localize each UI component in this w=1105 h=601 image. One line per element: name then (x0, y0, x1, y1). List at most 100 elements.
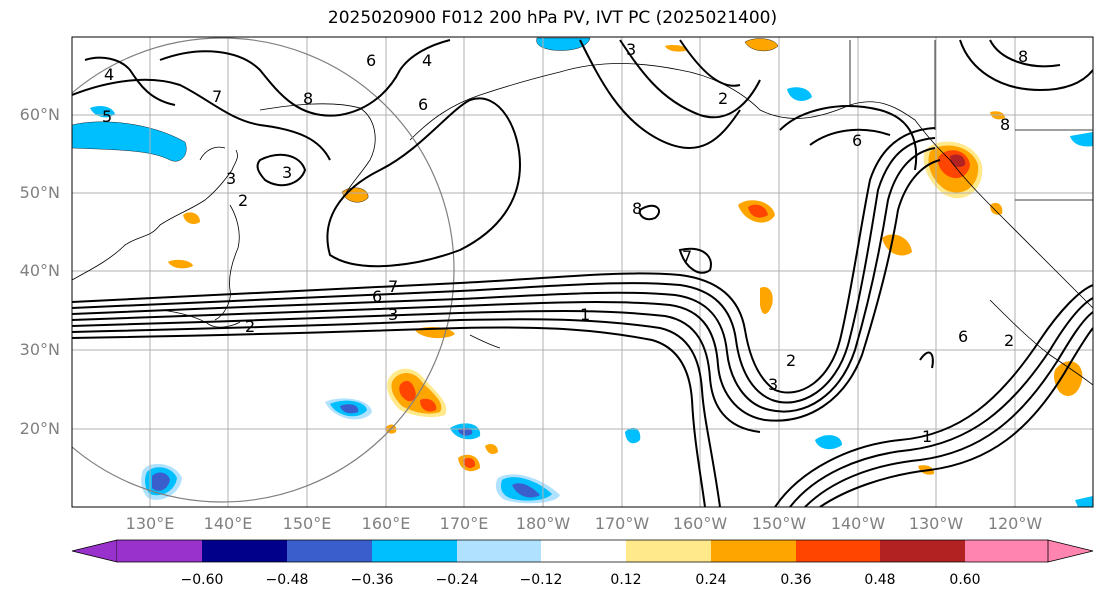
colorbar-swatch (117, 540, 202, 562)
colorbar-tick-label: −0.12 (519, 572, 563, 588)
contour-label: 7 (682, 247, 692, 266)
contour-label: 1 (580, 305, 590, 324)
pos-anomaly-shading (485, 444, 498, 454)
reference-circle (72, 37, 455, 503)
contour-label: 3 (626, 40, 636, 59)
neg-anomaly-shading (536, 37, 591, 51)
colorbar-swatch (965, 540, 1048, 562)
contour-label: 3 (768, 375, 778, 394)
lon-label: 170°W (594, 514, 650, 533)
colorbar-swatch (287, 540, 372, 562)
contour-label: 4 (422, 51, 432, 70)
pos-anomaly-shading (1054, 361, 1083, 396)
contour-label: 8 (632, 199, 642, 218)
pos-anomaly-shading (420, 398, 437, 412)
neg-anomaly-shading (1075, 496, 1093, 507)
neg-anomaly-shading (815, 435, 842, 450)
lon-label: 140°W (830, 514, 886, 533)
lat-label: 50°N (19, 183, 60, 202)
neg-anomaly-shading (1070, 132, 1093, 147)
lat-label: 20°N (19, 419, 60, 438)
contour-label: 8 (1000, 115, 1010, 134)
contour-label: 6 (958, 327, 968, 346)
colorbar-swatch (711, 540, 796, 562)
colorbar-tick-label: −0.60 (180, 572, 224, 588)
contour-label: 8 (1018, 47, 1028, 66)
contour-label: 6 (852, 131, 862, 150)
lon-label: 160°W (672, 514, 728, 533)
neg-anomaly-shading (152, 472, 170, 491)
lon-label: 150°W (751, 514, 807, 533)
lon-label: 140°E (203, 514, 253, 533)
colorbar-tick-label: −0.36 (350, 572, 394, 588)
neg-anomaly-shading (625, 427, 641, 444)
colorbar-swatch (880, 540, 965, 562)
map-title: 2025020900 F012 200 hPa PV, IVT PC (2025… (327, 8, 778, 28)
pos-anomaly-shading (882, 234, 912, 256)
contour-label: 2 (245, 317, 255, 336)
contour-labels: 4 5 7 8 6 4 3 3 2 6 8 8 6 7 3 2 6 7 3 2 … (102, 40, 1028, 446)
neg-anomaly-shading (512, 483, 540, 498)
pos-anomaly-shading (748, 204, 768, 218)
colorbar-extend-right (1047, 539, 1094, 563)
colorbar-tick-label: 0.36 (780, 572, 812, 588)
map-frame (71, 36, 1094, 508)
contour-label: 5 (102, 107, 112, 126)
colorbar-tick-label: 0.24 (695, 572, 727, 588)
lon-label: 130°E (125, 514, 175, 533)
lon-label: 170°E (439, 514, 489, 533)
contour-label: 7 (212, 87, 222, 106)
lat-label: 30°N (19, 340, 60, 359)
contour-label: 7 (388, 277, 398, 296)
neg-anomaly-shading (787, 87, 812, 101)
contour-label: 1 (922, 427, 932, 446)
pos-anomaly-shading (990, 202, 1003, 215)
neg-anomaly-shading (340, 404, 359, 414)
pos-anomaly-shading (760, 286, 773, 315)
contour-label: 6 (372, 287, 382, 306)
pos-anomaly-shading (950, 154, 966, 168)
colorbar-tick-label: 0.12 (610, 572, 642, 588)
contour-label: 2 (238, 191, 248, 210)
contour-label: 3 (388, 305, 398, 324)
lon-label: 120°W (987, 514, 1043, 533)
coastlines (71, 40, 1094, 386)
pos-anomaly-shading (744, 38, 779, 52)
neg-anomaly-shading (458, 427, 473, 436)
colorbar-tick-label: −0.24 (435, 572, 479, 588)
lon-label: 150°E (282, 514, 332, 533)
colorbar-tick-label: −0.48 (265, 572, 309, 588)
pos-anomaly-shading (463, 458, 476, 468)
colorbar-swatch (202, 540, 287, 562)
neg-anomaly-shading (71, 121, 187, 162)
shading-layer (71, 37, 1093, 507)
colorbar-swatch (457, 540, 541, 562)
lat-label: 60°N (19, 105, 60, 124)
colorbar-extend-left (71, 539, 118, 563)
pos-anomaly-shading (665, 45, 688, 52)
colorbar-tick-label: 0.48 (864, 572, 896, 588)
contour-label: 6 (366, 51, 376, 70)
lat-label: 40°N (19, 261, 60, 280)
contour-label: 6 (418, 95, 428, 114)
contour-label: 3 (282, 163, 292, 182)
contour-label: 8 (303, 89, 313, 108)
lon-label: 180°W (515, 514, 571, 533)
lon-label: 160°E (361, 514, 411, 533)
colorbar-swatch (541, 540, 626, 562)
colorbar-swatch (796, 540, 880, 562)
colorbar-swatch (372, 540, 457, 562)
map-gridlines (72, 37, 1093, 507)
contour-label: 3 (226, 169, 236, 188)
colorbar (71, 539, 1094, 563)
colorbar-swatch (626, 540, 711, 562)
pos-anomaly-shading (183, 212, 200, 224)
contour-label: 2 (718, 89, 728, 108)
contour-label: 4 (104, 65, 114, 84)
pos-anomaly-shading (168, 259, 193, 269)
lon-label: 130°W (908, 514, 964, 533)
contour-label: 2 (786, 351, 796, 370)
pos-anomaly-shading (399, 380, 416, 402)
colorbar-tick-label: 0.60 (949, 572, 981, 588)
